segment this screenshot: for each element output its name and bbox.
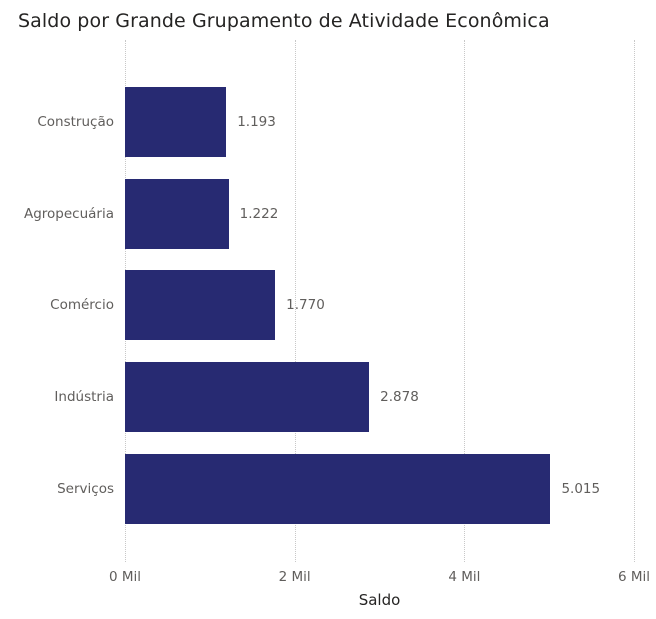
x-axis-title: Saldo <box>358 591 401 609</box>
x-tick-label: 0 Mil <box>108 569 142 585</box>
category-label: Serviços <box>57 481 114 497</box>
chart-title: Saldo por Grande Grupamento de Atividade… <box>18 10 550 32</box>
x-tick-label: 2 Mil <box>278 569 311 585</box>
category-label: Indústria <box>54 389 114 405</box>
bar[interactable] <box>125 270 276 340</box>
data-label: 2.878 <box>380 389 419 405</box>
bar[interactable] <box>125 362 370 432</box>
gridline <box>294 40 296 562</box>
gridline <box>634 40 635 562</box>
bar[interactable] <box>125 179 229 249</box>
category-label: Agropecuária <box>23 206 114 222</box>
gridline <box>464 40 466 562</box>
data-label: 1.222 <box>239 206 279 222</box>
data-label: 1.770 <box>286 297 325 313</box>
data-label: 5.015 <box>561 481 601 497</box>
category-label: Comércio <box>50 297 114 313</box>
bar[interactable] <box>125 87 227 157</box>
x-tick-label: 6 Mil <box>617 569 651 585</box>
category-label: Construção <box>37 114 114 130</box>
data-label: 1.193 <box>237 114 276 130</box>
bar[interactable] <box>125 454 551 524</box>
x-tick-label: 4 Mil <box>448 569 481 585</box>
